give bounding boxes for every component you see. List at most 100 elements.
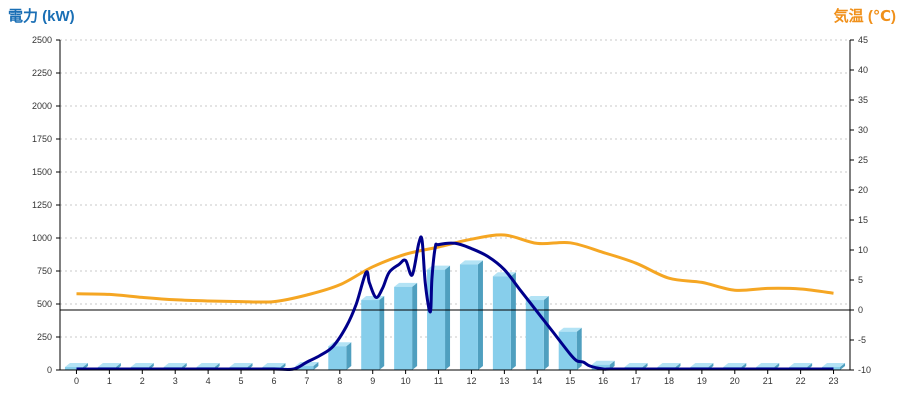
left-tick-label: 500: [37, 299, 52, 309]
x-axis-ticks: 0 1 2 3 4 5 6 7 8 9 10 11 12 13 14 15 16 17 18 19 20 21 22 23: [74, 370, 839, 386]
right-tick-label: -10: [858, 365, 871, 375]
bar-side: [477, 260, 483, 370]
right-tick-label: 40: [858, 65, 868, 75]
power-bar: [361, 296, 385, 370]
bar-top: [525, 296, 549, 301]
left-tick-label: 2250: [32, 68, 52, 78]
bar-top: [229, 363, 253, 367]
x-tick-label: 9: [370, 376, 375, 386]
left-tick-label: 750: [37, 266, 52, 276]
lines: [76, 233, 834, 372]
bar-top: [130, 363, 154, 367]
right-tick-label: 20: [858, 185, 868, 195]
bar-front: [361, 300, 380, 370]
bar-side: [412, 282, 418, 370]
left-tick-label: 2500: [32, 35, 52, 45]
x-tick-label: 8: [337, 376, 342, 386]
bar-top: [756, 363, 780, 367]
bar-top: [789, 363, 813, 367]
left-tick-label: 1000: [32, 233, 52, 243]
left-tick-label: 250: [37, 332, 52, 342]
power-bar: [492, 272, 516, 370]
x-tick-label: 15: [565, 376, 575, 386]
right-tick-label: 30: [858, 125, 868, 135]
x-tick-label: 10: [401, 376, 411, 386]
bar-top: [657, 363, 681, 367]
x-tick-label: 4: [206, 376, 211, 386]
left-tick-label: 1750: [32, 134, 52, 144]
bar-side: [576, 327, 582, 370]
bar-top: [196, 363, 220, 367]
x-tick-label: 11: [434, 376, 443, 386]
right-tick-label: -5: [858, 335, 866, 345]
bar-top: [64, 363, 88, 367]
bar-front: [525, 300, 544, 370]
x-tick-label: 14: [532, 376, 542, 386]
x-tick-label: 13: [499, 376, 509, 386]
x-tick-label: 17: [631, 376, 641, 386]
x-tick-label: 6: [271, 376, 276, 386]
temperature-line: [76, 233, 834, 304]
x-tick-label: 2: [140, 376, 145, 386]
bar-top: [591, 360, 615, 365]
right-tick-label: 0: [858, 305, 863, 315]
grid: [60, 39, 850, 338]
left-axis-ticks: 0 250 500 750 1000 1250 1500 1750 2000 2250 2500: [32, 35, 60, 375]
x-tick-label: 19: [697, 376, 707, 386]
left-tick-label: 2000: [32, 101, 52, 111]
bar-top: [723, 363, 747, 367]
bar-top: [262, 363, 286, 367]
power-bar: [394, 282, 418, 370]
x-tick-label: 0: [74, 376, 79, 386]
bar-front: [394, 286, 413, 370]
x-tick-label: 3: [173, 376, 178, 386]
right-tick-label: 5: [858, 275, 863, 285]
bar-front: [427, 269, 446, 370]
bar-top: [822, 363, 846, 367]
bar-front: [64, 367, 83, 370]
bar-top: [394, 282, 418, 287]
left-tick-label: 1250: [32, 200, 52, 210]
bar-side: [313, 362, 319, 370]
bar-side: [445, 265, 451, 370]
x-tick-label: 12: [466, 376, 476, 386]
bar-front: [328, 346, 347, 370]
right-tick-label: 15: [858, 215, 868, 225]
bar-side: [379, 296, 385, 370]
right-tick-label: 35: [858, 95, 868, 105]
power-line: [76, 235, 834, 372]
bar-top: [558, 327, 582, 332]
bar-side: [543, 296, 549, 370]
left-tick-label: 1500: [32, 167, 52, 177]
right-tick-label: 45: [858, 35, 868, 45]
power-bar: [558, 327, 582, 370]
right-tick-label: 10: [858, 245, 868, 255]
bar-front: [459, 264, 478, 370]
left-tick-label: 0: [47, 365, 52, 375]
x-tick-label: 21: [763, 376, 773, 386]
bar-top: [163, 363, 187, 367]
bar-front: [295, 366, 314, 370]
bar-top: [690, 363, 714, 367]
bar-front: [492, 276, 511, 370]
x-tick-label: 20: [730, 376, 740, 386]
power-bar: [525, 296, 549, 370]
x-tick-label: 23: [829, 376, 839, 386]
left-axis-title: 電力 (kW): [8, 7, 75, 25]
bar-top: [97, 363, 121, 367]
right-axis-title: 気温 (℃): [834, 7, 896, 25]
power-bar: [459, 260, 483, 370]
x-tick-label: 18: [664, 376, 674, 386]
x-tick-label: 16: [598, 376, 608, 386]
right-axis-ticks: -10 -5 0 5 10 15 20 25 30 35 40 45: [850, 35, 871, 375]
right-tick-label: 25: [858, 155, 868, 165]
bar-top: [624, 363, 648, 367]
bar-side: [840, 363, 846, 370]
power-bars: [64, 260, 846, 370]
bar-top: [459, 260, 483, 265]
bar-side: [510, 272, 516, 370]
bar-side: [346, 342, 352, 370]
x-tick-label: 5: [239, 376, 244, 386]
x-tick-label: 1: [107, 376, 112, 386]
